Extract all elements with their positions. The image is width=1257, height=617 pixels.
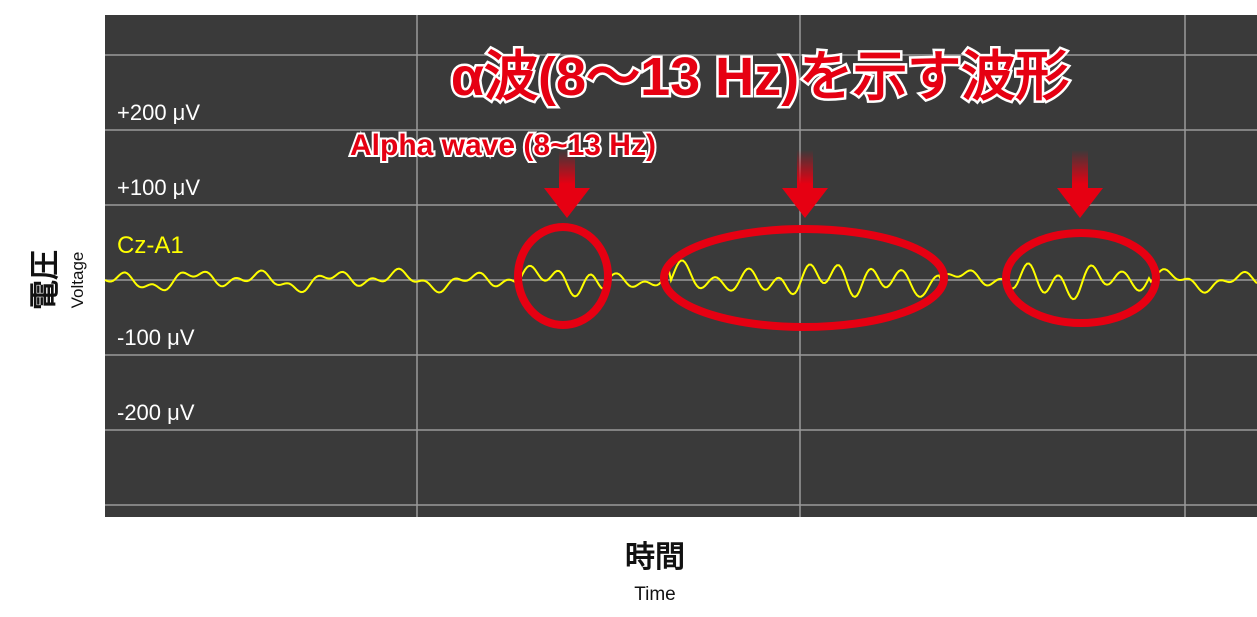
highlights <box>514 223 1160 331</box>
y-axis-label: 電圧 <box>29 250 62 310</box>
x-axis-label: 時間 <box>625 541 685 574</box>
subtitle: Alpha wave (8~13 Hz) <box>350 129 656 162</box>
y-tick-label: -200 μV <box>117 400 195 425</box>
eeg-waveform <box>104 259 1257 301</box>
plot-area <box>105 15 1257 517</box>
grid <box>105 15 1257 517</box>
highlight-ellipse <box>1002 229 1160 327</box>
title: α波(8〜13 Hz)を示す波形 <box>451 47 1069 107</box>
x-axis-sublabel: Time <box>634 584 676 605</box>
y-tick-label: +100 μV <box>117 175 200 200</box>
y-tick-label: +200 μV <box>117 100 200 125</box>
arrow <box>544 150 590 218</box>
arrow <box>782 150 828 218</box>
arrows <box>544 150 1103 218</box>
highlight-ellipse <box>660 225 948 331</box>
channel-label: Cz-A1 <box>117 232 184 259</box>
arrow <box>1057 150 1103 218</box>
highlight-ellipse <box>514 223 612 329</box>
y-tick-label: -100 μV <box>117 325 195 350</box>
y-axis-sublabel: Voltage <box>68 252 87 309</box>
